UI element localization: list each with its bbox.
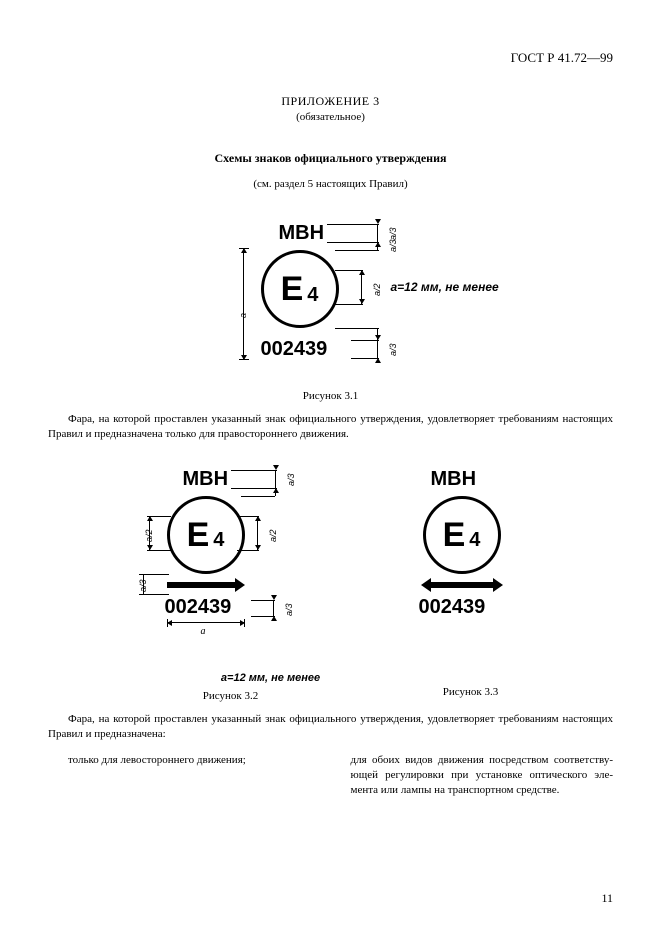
dim-mbh-a3: a/3: [377, 224, 378, 242]
column-left: только для левостороннего движения;: [48, 753, 311, 798]
section-title: Схемы знаков официального утверждения: [48, 151, 613, 166]
page-number: 11: [601, 891, 613, 906]
dim-a-horizontal: [167, 622, 245, 623]
appendix-title: ПРИЛОЖЕНИЕ 3: [48, 94, 613, 109]
section-subtitle: (см. раздел 5 настоящих Правил): [48, 178, 613, 190]
fig1-approval-circle: E4: [261, 250, 339, 328]
fig3-approval-number: 002439: [419, 596, 486, 618]
fig1-min-note: a=12 мм, не менее: [391, 280, 499, 294]
fig3-caption: Рисунок 3.3: [411, 686, 531, 698]
figure-3-2: MBH a/3 E4: [131, 454, 331, 712]
dim-num-a3: a/3: [377, 340, 378, 358]
fig1-e-letter: E: [281, 272, 306, 306]
fig3-approval-circle: E4: [423, 496, 501, 574]
fig2-min-note: a=12 мм, не менее: [221, 672, 320, 684]
paragraph-2: Фара, на которой проставлен указанный зн…: [48, 712, 613, 742]
dim-line-a: a: [243, 248, 244, 360]
fig3-direction-arrow: [429, 582, 495, 588]
fig1-country-code: 4: [307, 284, 318, 307]
fig1-approval-number: 002439: [261, 338, 328, 360]
fig1-caption: Рисунок 3.1: [48, 390, 613, 402]
figures-row-2: MBH a/3 E4: [48, 454, 613, 712]
dim-e-a2: a/2: [361, 270, 362, 304]
doc-standard-id: ГОСТ Р 41.72—99: [48, 50, 613, 66]
fig3-mbh-label: MBH: [431, 468, 477, 490]
fig2-approval-circle: E4: [167, 496, 245, 574]
appendix-header: ПРИЛОЖЕНИЕ 3 (обязательное) Схемы знаков…: [48, 94, 613, 190]
fig2-approval-number: 002439: [165, 596, 232, 618]
page: ГОСТ Р 41.72—99 ПРИЛОЖЕНИЕ 3 (обязательн…: [0, 0, 661, 936]
fig2-caption: Рисунок 3.2: [131, 690, 331, 702]
fig1-mbh-label: MBH: [279, 222, 325, 244]
fig2-direction-arrow: [167, 582, 237, 588]
fig2-mbh-label: MBH: [183, 468, 229, 490]
figure-3-3: MBH E4 002439 Рисунок 3.3: [411, 454, 531, 708]
two-column-block: только для левостороннего движения; для …: [48, 753, 613, 798]
appendix-subtitle: (обязательное): [48, 111, 613, 123]
paragraph-1: Фара, на которой проставлен указанный зн…: [48, 412, 613, 442]
figure-3-1: a MBH a/3 a/3 E4: [48, 204, 613, 384]
column-right: для обоих видов движения посредством соо…: [351, 753, 614, 798]
dim-gap-top: a/3: [377, 242, 378, 250]
